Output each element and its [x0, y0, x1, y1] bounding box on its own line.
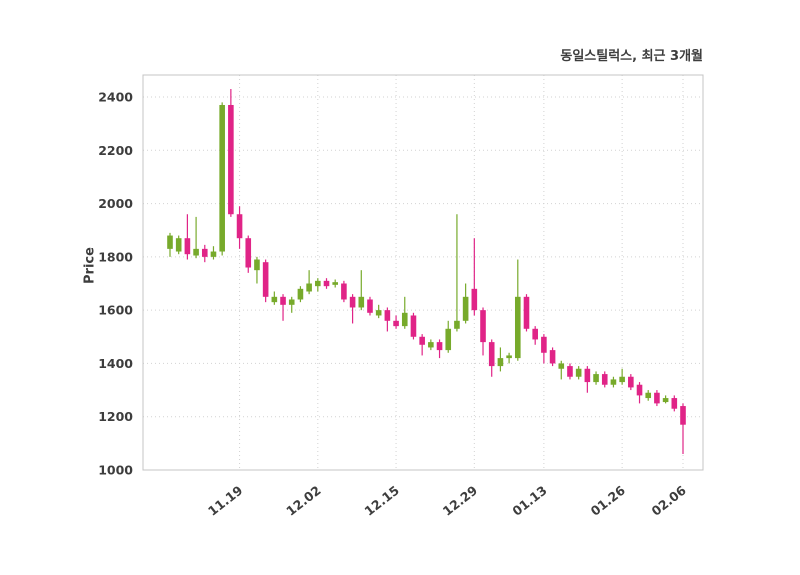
candle-body: [341, 283, 347, 300]
candle-body: [271, 296, 278, 303]
candle-body: [462, 296, 469, 321]
candle-body: [436, 342, 443, 351]
candle-body: [541, 336, 547, 353]
x-tick-label: 02.06: [648, 482, 689, 518]
candle-body: [619, 376, 625, 383]
candle-body: [584, 368, 591, 383]
y-tick-label: 1400: [98, 356, 133, 371]
candle-body: [184, 238, 191, 255]
candle-body: [488, 342, 495, 367]
candle-body: [549, 350, 556, 364]
plot-border: [142, 74, 704, 471]
candle-body: [593, 374, 599, 383]
candle-body: [245, 238, 252, 268]
candle-body: [358, 296, 365, 308]
plot-background: [143, 75, 703, 470]
candle-body: [506, 355, 512, 359]
candle-body: [680, 406, 686, 425]
candle-body: [567, 366, 573, 377]
candle-body: [201, 248, 208, 257]
x-tick-label: 01.26: [588, 482, 629, 518]
candle-body: [480, 310, 486, 343]
candle-body: [471, 288, 478, 311]
y-tick-label: 2200: [98, 143, 133, 158]
candle-body: [375, 310, 382, 316]
candle-body: [332, 282, 339, 285]
candle-body: [628, 376, 634, 388]
candle-body: [601, 374, 608, 385]
candle-body: [662, 398, 669, 403]
candle-body: [349, 296, 356, 308]
candle-body: [523, 296, 530, 329]
candle-body: [228, 104, 234, 215]
candle-body: [654, 392, 660, 404]
candle-body: [575, 368, 582, 377]
candle-body: [497, 358, 504, 367]
candle-body: [175, 238, 182, 252]
y-tick-label: 1600: [98, 303, 133, 318]
candle-body: [636, 384, 643, 396]
y-tick-label: 1800: [98, 249, 133, 264]
candle-body: [671, 398, 678, 409]
candle-body: [297, 288, 304, 300]
candle-body: [558, 363, 565, 369]
candle-body: [254, 259, 260, 271]
candle-body: [262, 262, 269, 297]
candle-body: [280, 296, 286, 305]
candle-body: [367, 299, 373, 313]
candle-body: [167, 235, 173, 249]
x-tick-label: 12.15: [362, 483, 402, 519]
candle-body: [410, 315, 417, 337]
candle-body: [210, 251, 217, 257]
x-tick-label: 12.29: [440, 483, 480, 519]
y-tick-label: 1000: [98, 463, 133, 478]
x-tick-label: 11.19: [205, 483, 245, 519]
y-axis-label: Price: [82, 247, 98, 284]
y-tick-label: 2400: [98, 90, 133, 105]
candle-body: [323, 280, 330, 287]
candle-body: [193, 248, 199, 256]
candle-body: [384, 310, 391, 321]
candle-body: [306, 283, 312, 292]
candle-body: [393, 320, 399, 327]
candle-body: [428, 342, 434, 348]
chart-title: 동일스틸럭스, 최근 3개월: [560, 49, 703, 64]
candle-body: [514, 296, 521, 359]
candle-body: [419, 336, 425, 345]
x-tick-label: 01.13: [509, 483, 549, 519]
candle-body: [288, 299, 295, 305]
candle-body: [454, 320, 460, 329]
candle-body: [610, 379, 617, 385]
candle-body: [236, 214, 243, 239]
candle-body: [532, 328, 538, 340]
candle-body: [645, 392, 652, 399]
x-tick-label: 12.02: [283, 483, 323, 519]
candle-body: [219, 104, 225, 252]
y-tick-label: 2000: [98, 196, 133, 211]
y-tick-label: 1200: [98, 409, 133, 424]
candle-body: [445, 328, 452, 351]
candle-body: [315, 280, 321, 287]
candle-body: [401, 312, 408, 327]
